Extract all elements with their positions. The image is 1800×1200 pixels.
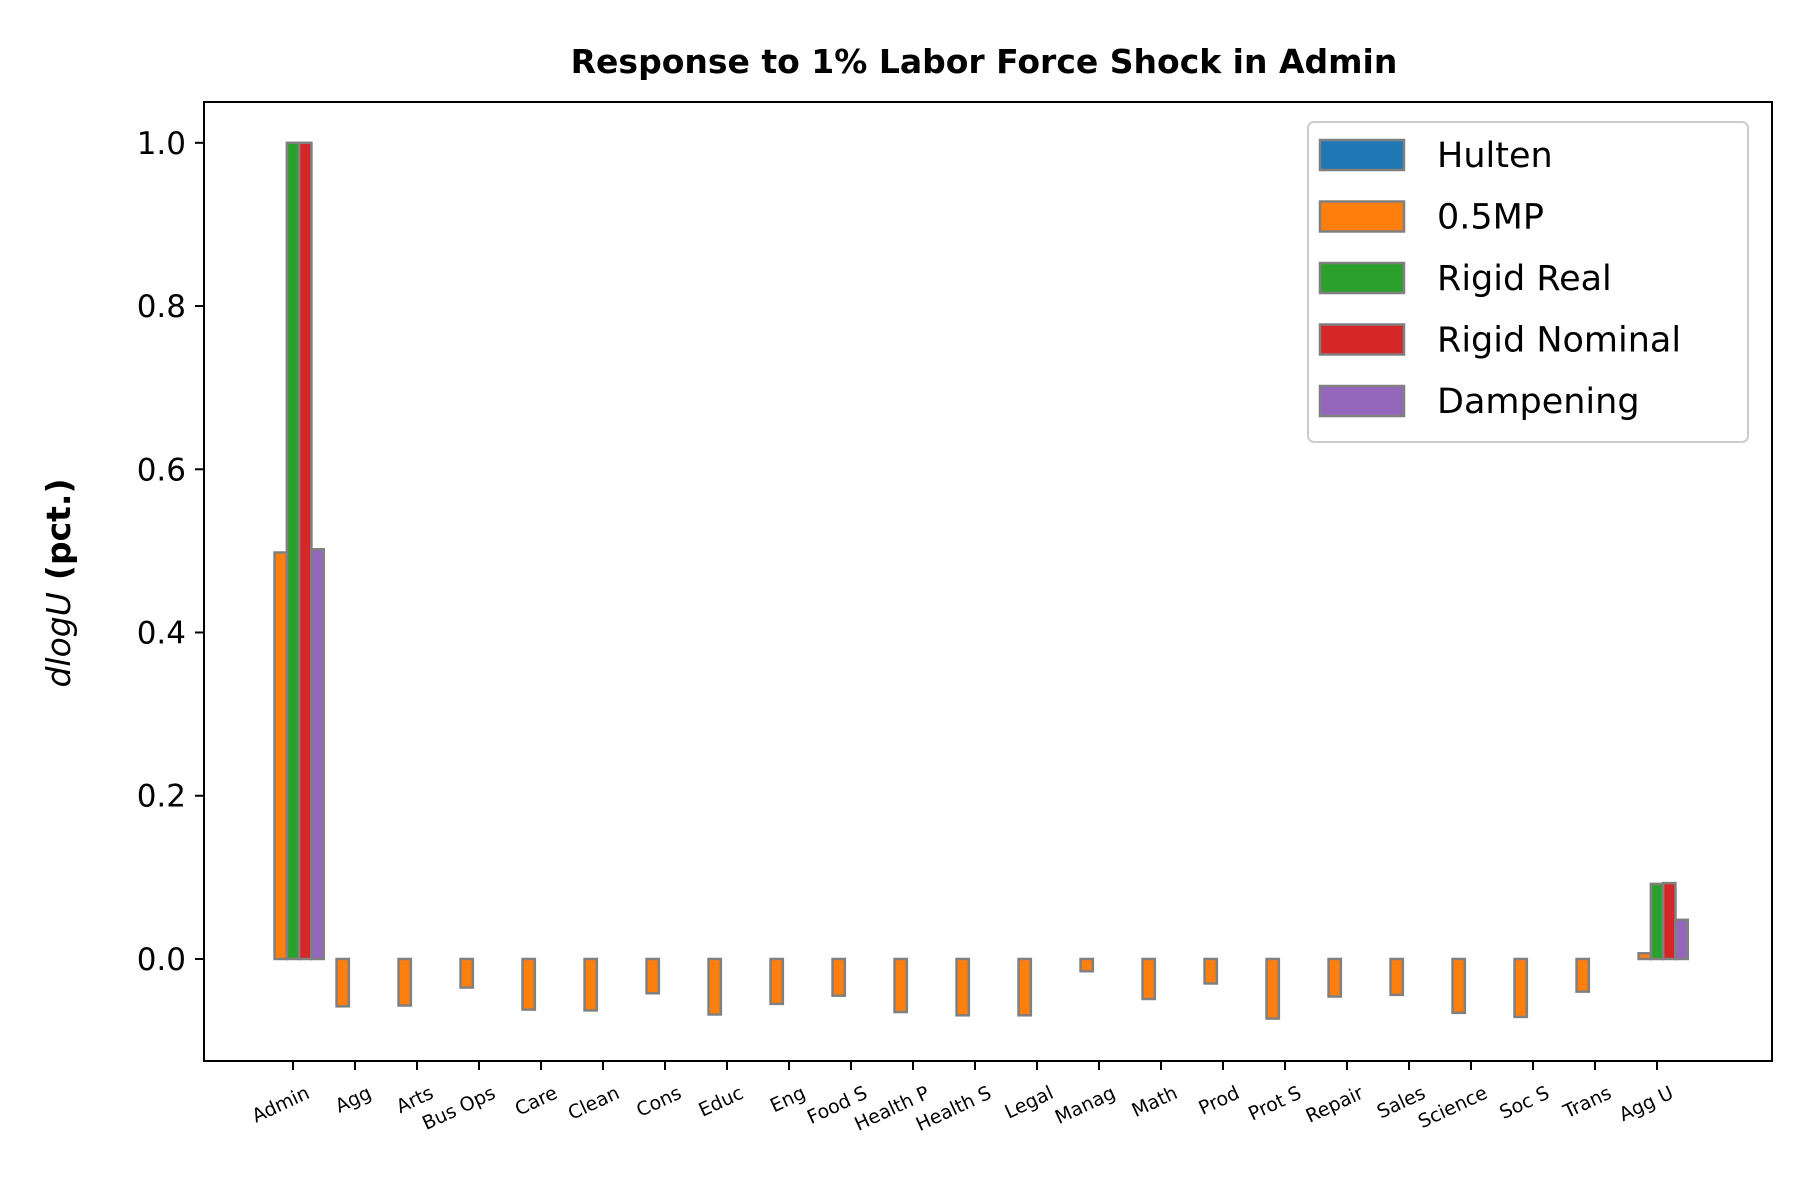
plot-frame xyxy=(203,101,1773,1062)
y-tick-label: 0.2 xyxy=(137,779,186,815)
x-tick-label: Agg xyxy=(332,1082,375,1118)
bar-0-5mp-sales xyxy=(1389,957,1405,997)
x-tick-label: Repair xyxy=(1302,1082,1367,1128)
chart-title: Response to 1% Labor Force Shock in Admi… xyxy=(571,42,1398,81)
x-tick-label: Cons xyxy=(633,1082,685,1122)
x-tick-label: Admin xyxy=(249,1082,313,1128)
y-axis-label: dlogU (pct.) xyxy=(39,478,78,687)
legend-swatch-rigid-real xyxy=(1318,261,1406,295)
x-tick-label: Math xyxy=(1128,1082,1180,1122)
bar-0-5mp-math xyxy=(1141,957,1157,1001)
bar-0-5mp-eng xyxy=(769,957,785,1006)
legend-label-0-5mp: 0.5MP xyxy=(1437,198,1544,238)
legend-box xyxy=(1307,121,1749,443)
y-tick-label: 0.0 xyxy=(137,942,186,978)
bar-0-5mp-cons xyxy=(645,957,661,995)
bar-dampening-admin xyxy=(310,548,326,961)
x-tick-label: Clean xyxy=(565,1082,623,1125)
bar-0-5mp-legal xyxy=(1017,957,1033,1017)
x-tick-label: Prot S xyxy=(1245,1082,1305,1125)
legend-label-hulten: Hulten xyxy=(1437,136,1553,176)
legend-label-dampening: Dampening xyxy=(1437,382,1640,422)
bar-0-5mp-care xyxy=(521,957,537,1011)
bar-0-5mp-prot-s xyxy=(1265,957,1281,1020)
bar-0-5mp-repair xyxy=(1327,957,1343,998)
bar-rigid-real-agg-u xyxy=(1649,882,1665,961)
y-tick-label: 0.6 xyxy=(137,452,186,488)
legend: Hulten 0.5MP Rigid Real Rigid Nominal Dampen… xyxy=(1307,121,1749,443)
bar-0-5mp-manag xyxy=(1079,957,1095,973)
bars-layer xyxy=(273,141,1689,1020)
bar-0-5mp-food-s xyxy=(831,957,847,997)
x-tick-label: Legal xyxy=(1001,1082,1056,1123)
bar-rigid-real-admin xyxy=(285,141,301,961)
bar-0-5mp-admin xyxy=(273,551,289,961)
bar-0-5mp-health-s xyxy=(955,957,971,1017)
bar-0-5mp-prod xyxy=(1203,957,1219,985)
y-axis-ticks: 0.0 0.2 0.4 0.6 0.8 1.0 xyxy=(137,126,204,978)
legend-label-rigid-nominal: Rigid Nominal xyxy=(1437,321,1681,361)
x-tick-label: Care xyxy=(512,1082,561,1121)
legend-swatch-0-5mp xyxy=(1318,200,1406,233)
y-tick-label: 0.4 xyxy=(137,616,186,652)
x-tick-label: Eng xyxy=(767,1082,809,1117)
legend-label-rigid-real: Rigid Real xyxy=(1437,259,1612,299)
x-tick-label: Educ xyxy=(695,1082,746,1122)
legend-swatch-rigid-nominal xyxy=(1318,323,1406,356)
bar-dampening-agg-u xyxy=(1674,918,1689,961)
bar-0-5mp-bus-ops xyxy=(459,957,475,989)
x-tick-label: Science xyxy=(1415,1082,1491,1133)
y-axis-label-unit: (pct.) xyxy=(39,478,78,580)
bar-0-5mp-trans xyxy=(1575,957,1591,993)
x-tick-label: Manag xyxy=(1052,1082,1119,1129)
bar-rigid-nominal-agg-u xyxy=(1661,881,1677,961)
bar-rigid-nominal-admin xyxy=(297,141,313,961)
legend-swatch-hulten xyxy=(1318,138,1406,172)
x-tick-label: Soc S xyxy=(1496,1082,1553,1124)
y-tick-label: 0.8 xyxy=(137,289,186,325)
legend-swatch-dampening xyxy=(1318,384,1406,418)
x-tick-label: Agg U xyxy=(1616,1082,1677,1126)
x-tick-label: Prod xyxy=(1195,1082,1243,1120)
bar-0-5mp-agg xyxy=(335,957,351,1008)
svg-text:dlogU(pct.): dlogU (pct.) xyxy=(39,478,78,687)
y-axis-label-math: dlogU xyxy=(39,592,78,687)
bar-0-5mp-health-p xyxy=(893,957,909,1014)
bar-0-5mp-soc-s xyxy=(1513,957,1529,1019)
bar-0-5mp-science xyxy=(1451,957,1467,1015)
y-tick-label: 1.0 xyxy=(137,126,186,162)
x-tick-label: Trans xyxy=(1559,1082,1615,1124)
bar-0-5mp-clean xyxy=(583,957,599,1012)
bar-0-5mp-arts xyxy=(397,957,413,1007)
bar-0-5mp-agg-u xyxy=(1637,952,1653,961)
bar-0-5mp-educ xyxy=(707,957,723,1016)
